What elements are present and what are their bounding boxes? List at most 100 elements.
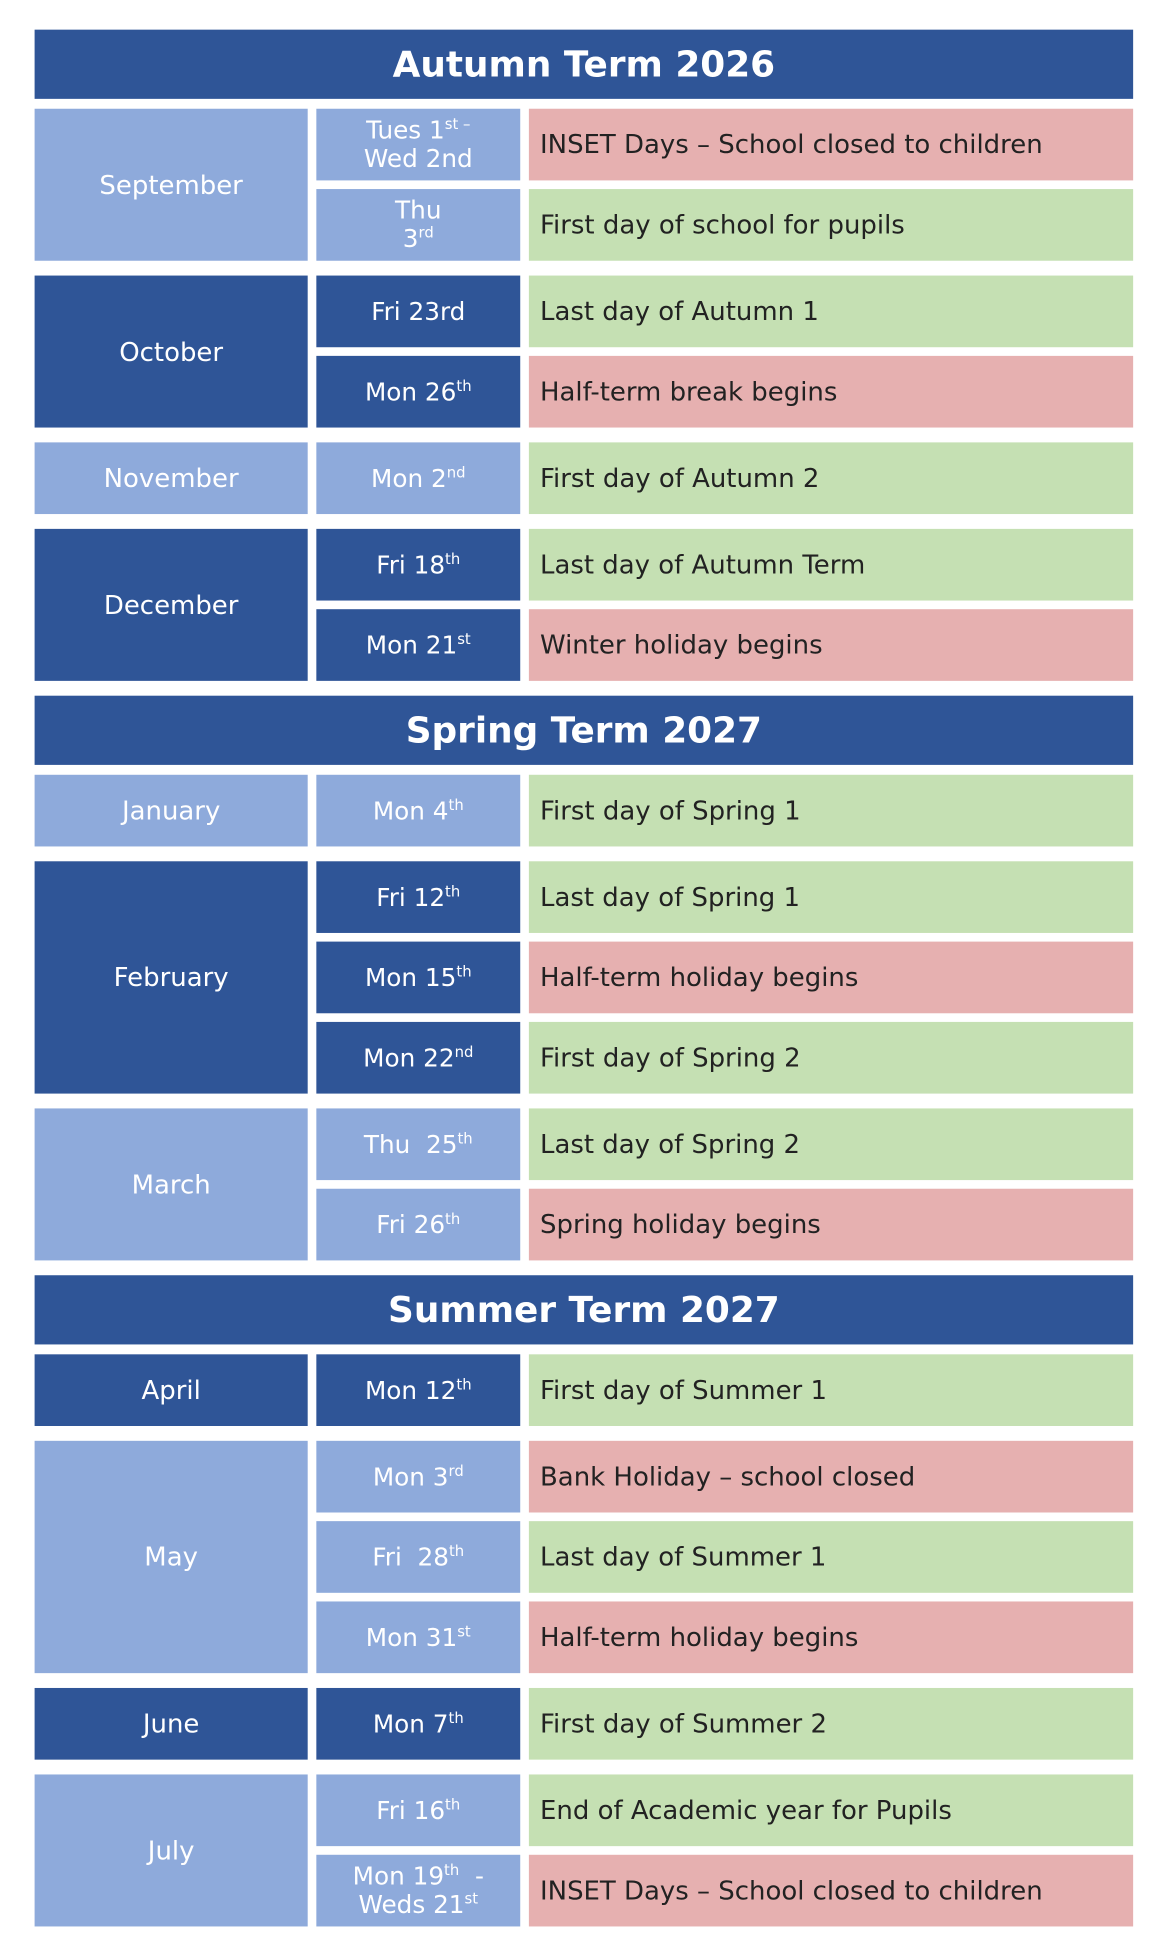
- date-text: Wed 2nd: [363, 143, 473, 173]
- event-text: Last day of Spring 1: [528, 861, 1134, 933]
- month-block: May Mon 3rd Bank Holiday – school closed Fr…: [34, 1440, 1134, 1674]
- date-line: Mon 7th: [372, 1708, 464, 1739]
- month-name: March: [34, 1108, 308, 1261]
- event-text: Last day of Spring 2: [528, 1108, 1134, 1181]
- date-line: Mon 12th: [365, 1375, 472, 1404]
- date-cell: Mon 19th - Weds 21st: [316, 1854, 521, 1927]
- event-text: Half-term break begins: [528, 355, 1134, 428]
- event-text: INSET Days – School closed to children: [528, 1854, 1134, 1927]
- date-cell: Mon 3rd: [316, 1440, 521, 1513]
- month-name: November: [34, 442, 308, 515]
- term-header: Summer Term 2027: [34, 1275, 1134, 1345]
- month-block: July Fri 16th End of Academic year for Pup…: [34, 1774, 1134, 1927]
- month-name: June: [34, 1687, 308, 1760]
- event-text: First day of Summer 2: [528, 1687, 1134, 1760]
- date-line: Fri 16th: [376, 1795, 461, 1824]
- event-text: First day of Summer 1: [528, 1354, 1134, 1426]
- event-row: Mon 21st Winter holiday begins: [316, 609, 1134, 681]
- month-rows: Mon 3rd Bank Holiday – school closed Fri 2…: [316, 1440, 1134, 1674]
- date-suffix: th: [445, 882, 461, 900]
- event-row: Thu 3rd First day of school for pupils: [316, 189, 1134, 261]
- date-line: Mon 26th: [364, 376, 472, 406]
- date-line: Weds 21st: [358, 1889, 479, 1920]
- date-suffix: nd: [454, 1042, 474, 1061]
- event-row: Thu 25th Last day of Spring 2: [316, 1108, 1134, 1181]
- month-name: May: [34, 1440, 308, 1674]
- date-text: Thu: [395, 195, 442, 225]
- date-line: Tues 1st –: [366, 115, 471, 144]
- date-suffix: rd: [418, 224, 434, 242]
- date-line: 3rd: [402, 223, 434, 254]
- date-text: Weds 21: [358, 1889, 465, 1920]
- event-row: Mon 31st Half-term holiday begins: [316, 1601, 1134, 1674]
- month-block: December Fri 18th Last day of Autumn Term M…: [34, 528, 1134, 681]
- date-suffix: th: [445, 1209, 461, 1227]
- month-rows: Thu 25th Last day of Spring 2 Fri 26th Spri…: [316, 1108, 1134, 1261]
- month-block: November Mon 2nd First day of Autumn 2: [34, 442, 1134, 515]
- date-line: Wed 2nd: [363, 143, 473, 173]
- date-suffix: nd: [446, 463, 466, 481]
- event-text: Half-term holiday begins: [528, 1601, 1134, 1674]
- date-cell: Mon 12th: [316, 1354, 521, 1426]
- month-name: July: [34, 1774, 308, 1927]
- month-name: February: [34, 861, 308, 1094]
- date-cell: Thu 3rd: [316, 189, 521, 261]
- month-block: April Mon 12th First day of Summer 1: [34, 1354, 1134, 1426]
- date-suffix: st –: [444, 115, 471, 133]
- month-rows: Fri 16th End of Academic year for Pupils M…: [316, 1774, 1134, 1927]
- event-text: Last day of Autumn Term: [528, 528, 1134, 601]
- date-line: Mon 22nd: [363, 1042, 474, 1072]
- date-line: Mon 31st: [366, 1622, 471, 1651]
- date-text: Mon 15: [364, 961, 457, 992]
- event-text: First day of Spring 1: [528, 774, 1134, 847]
- event-row: Fri 23rd Last day of Autumn 1: [316, 275, 1134, 348]
- date-suffix: st: [457, 630, 471, 648]
- event-text: Bank Holiday – school closed: [528, 1440, 1134, 1513]
- date-cell: Fri 26th: [316, 1188, 521, 1261]
- month-rows: Tues 1st – Wed 2nd INSET Days – School clo…: [316, 108, 1134, 261]
- event-text: First day of Spring 2: [528, 1021, 1134, 1094]
- month-name: September: [34, 108, 308, 261]
- date-line: Mon 19th -: [353, 1862, 484, 1890]
- date-line: Mon 21st: [366, 630, 471, 659]
- month-name: January: [34, 774, 308, 847]
- date-cell: Mon 26th: [316, 355, 521, 428]
- date-text: Mon 2: [371, 462, 447, 493]
- term-header: Autumn Term 2026: [34, 29, 1134, 99]
- event-row: Mon 15th Half-term holiday begins: [316, 941, 1134, 1014]
- month-block: March Thu 25th Last day of Spring 2 Fri 26t…: [34, 1108, 1134, 1261]
- date-text: Fri 18: [376, 549, 446, 579]
- date-cell: Fri 12th: [316, 861, 521, 933]
- date-line: Fri 18th: [376, 549, 460, 579]
- event-text: First day of Autumn 2: [528, 442, 1134, 515]
- month-name: December: [34, 528, 308, 681]
- date-text: Fri 12: [376, 881, 446, 912]
- date-text: 3: [402, 223, 419, 254]
- date-text: Fri 23rd: [371, 295, 466, 326]
- date-cell: Mon 21st: [316, 609, 521, 681]
- date-line: Fri 12th: [376, 881, 461, 912]
- date-suffix: st: [464, 1889, 479, 1908]
- date-text: Mon 7: [372, 1708, 449, 1739]
- date-cell: Fri 23rd: [316, 275, 521, 348]
- event-text: Half-term holiday begins: [528, 941, 1134, 1014]
- date-text: Mon 4: [372, 795, 449, 825]
- date-text: Mon 26: [364, 376, 457, 406]
- date-line: Mon 2nd: [371, 462, 466, 493]
- event-row: Mon 4th First day of Spring 1: [316, 774, 1134, 847]
- event-row: Fri 28th Last day of Summer 1: [316, 1521, 1134, 1593]
- date-text: -: [459, 1860, 484, 1891]
- date-line: Mon 3rd: [373, 1462, 464, 1490]
- date-cell: Thu 25th: [316, 1108, 521, 1181]
- date-suffix: th: [457, 1129, 473, 1147]
- date-cell: Mon 7th: [316, 1687, 521, 1760]
- date-line: Fri 23rd: [371, 297, 465, 325]
- month-rows: Mon 2nd First day of Autumn 2: [316, 442, 1134, 515]
- date-text: Mon 19: [352, 1860, 445, 1891]
- date-suffix: th: [448, 1541, 465, 1560]
- date-suffix: th: [445, 1795, 461, 1813]
- date-text: Mon 3: [372, 1461, 449, 1491]
- event-text: Spring holiday begins: [528, 1188, 1134, 1261]
- date-suffix: th: [456, 376, 472, 394]
